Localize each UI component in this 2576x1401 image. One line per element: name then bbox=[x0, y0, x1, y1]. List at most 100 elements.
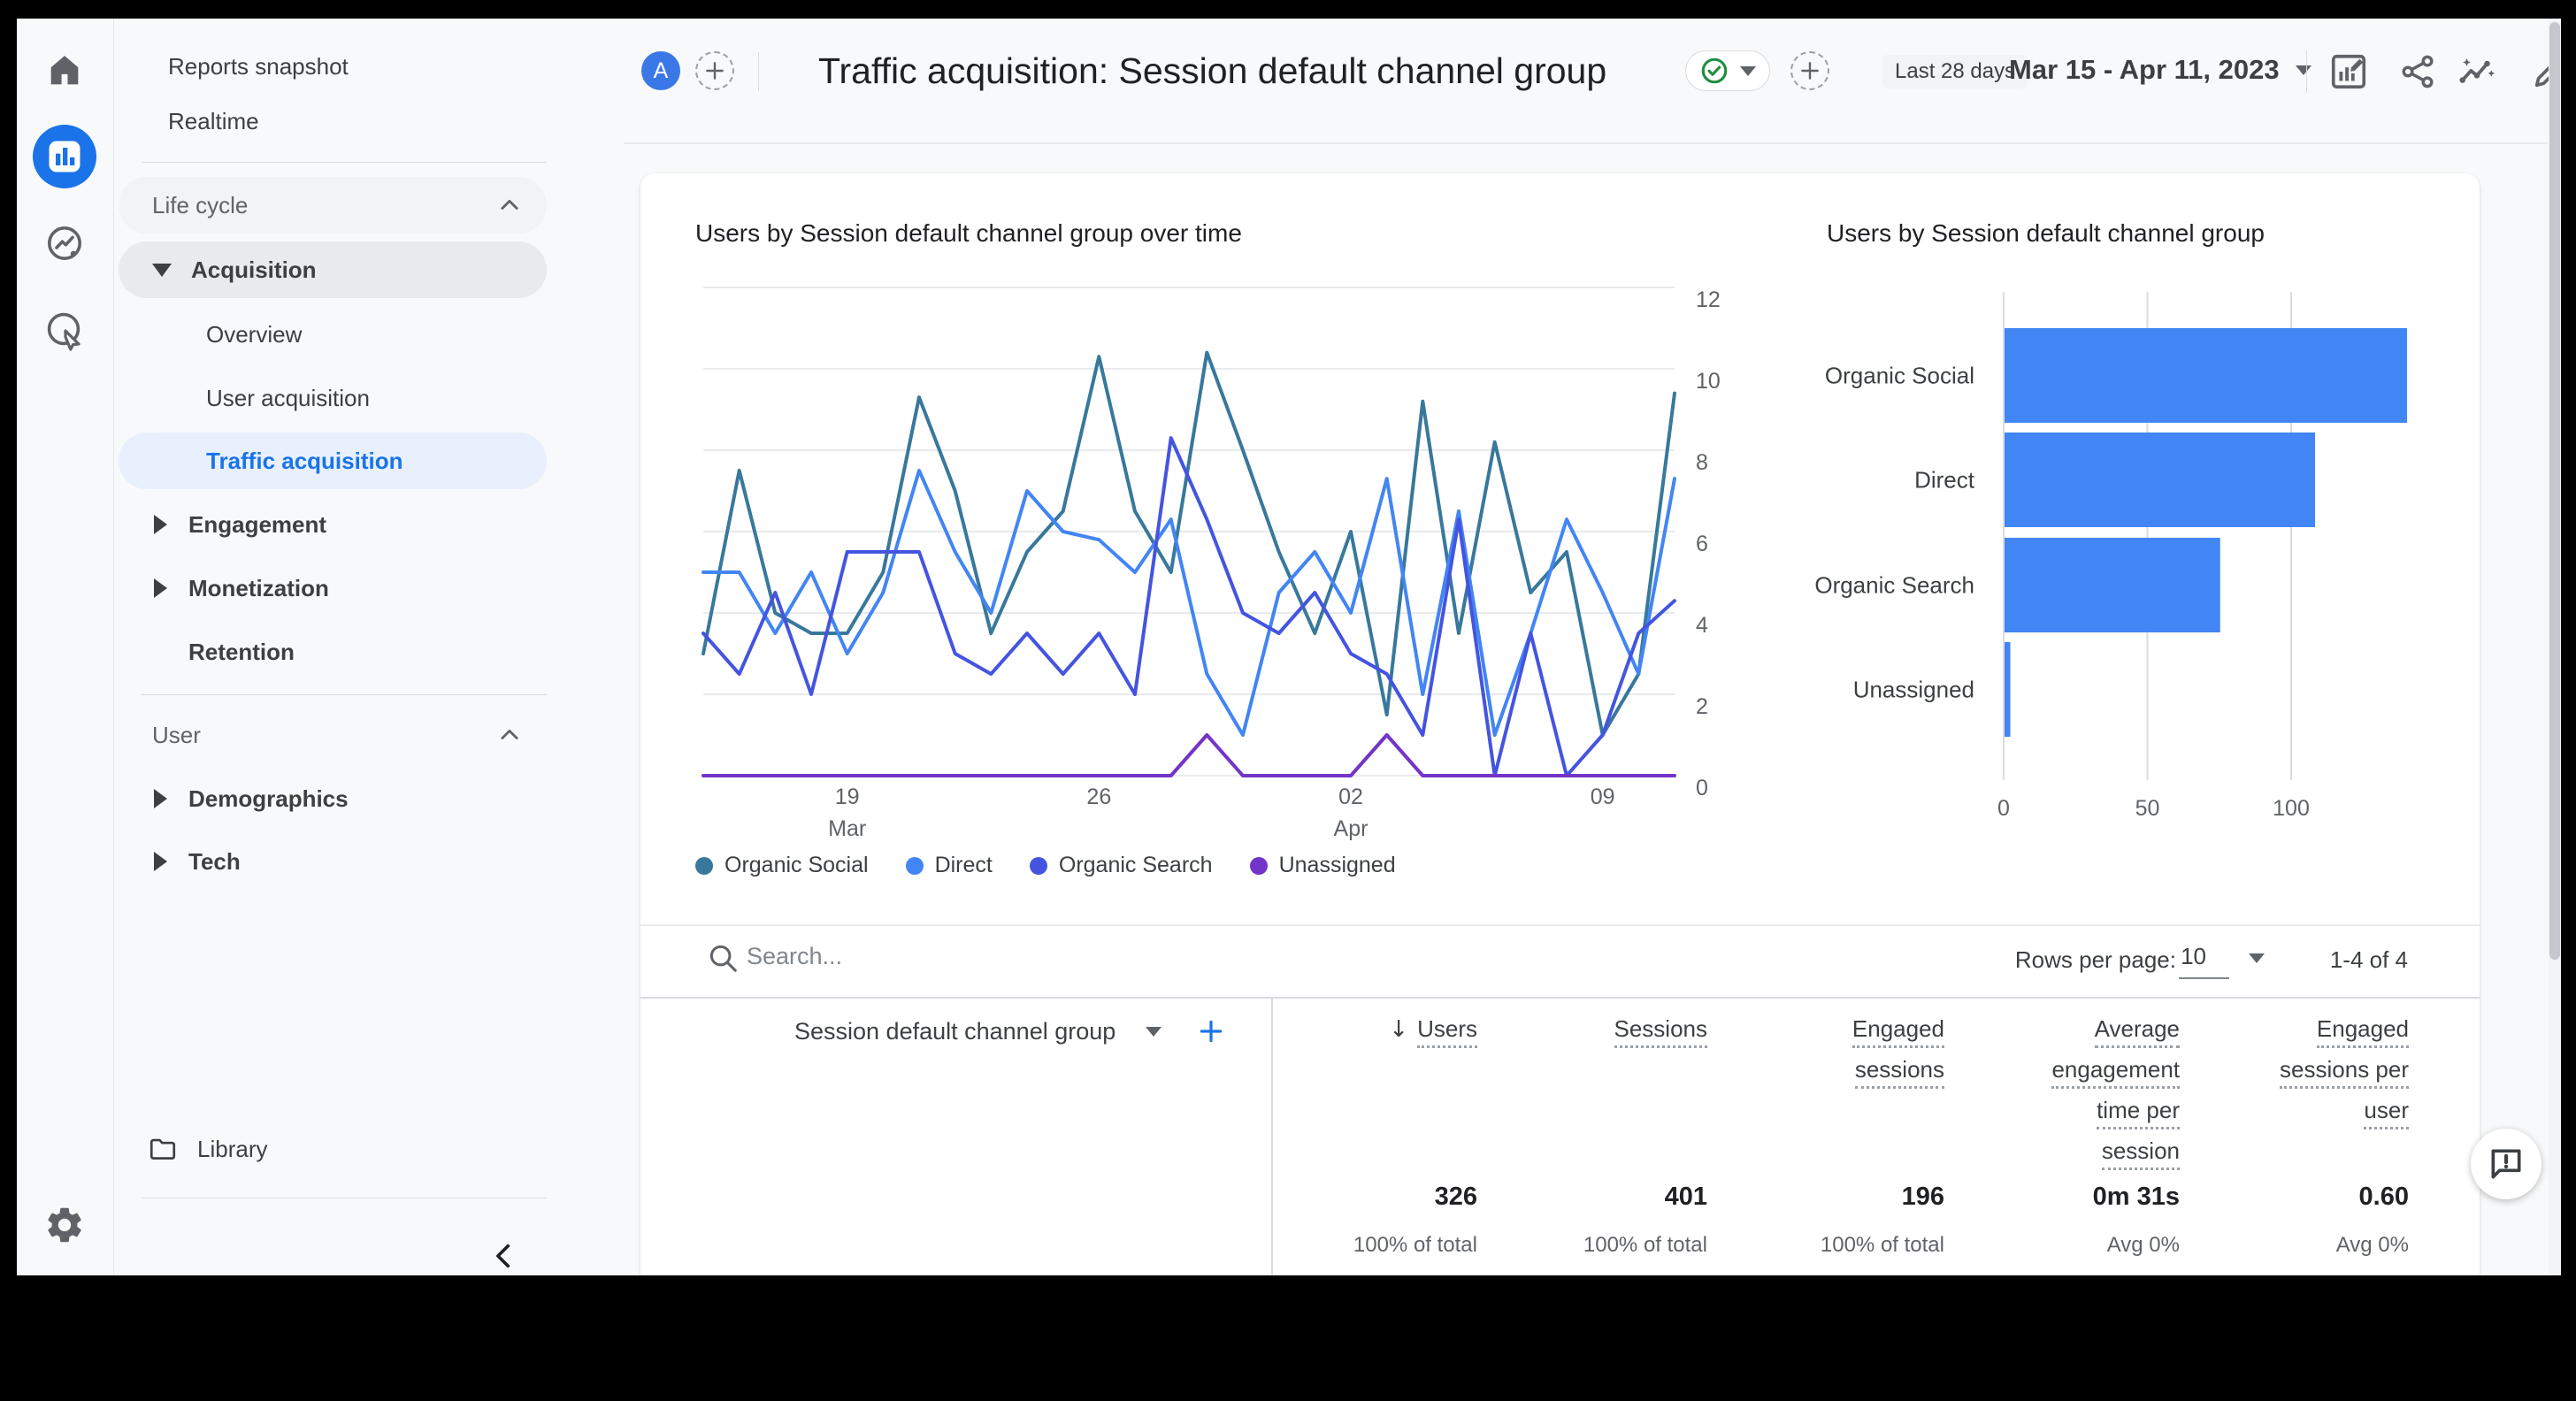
column-header-line: sessions bbox=[1854, 1056, 1944, 1089]
sidebar-item-label: Monetization bbox=[188, 574, 329, 601]
sidebar-item-user-acquisition[interactable]: User acquisition bbox=[119, 370, 547, 426]
search-icon bbox=[709, 945, 737, 972]
line-chart-legend: Organic Social Direct Organic Search Unassi… bbox=[695, 853, 1433, 878]
collapse-sidebar-button[interactable] bbox=[484, 1236, 525, 1275]
share-icon bbox=[2402, 55, 2434, 88]
insights-button[interactable] bbox=[2454, 49, 2500, 95]
column-header-line: Engaged bbox=[2316, 1015, 2409, 1048]
sidebar-item-realtime[interactable]: Realtime bbox=[119, 93, 547, 149]
reports-icon bbox=[49, 141, 80, 172]
totals-value: 0m 31s bbox=[2092, 1183, 2180, 1211]
column-header-line: sessions per bbox=[2280, 1056, 2409, 1089]
add-comparison-button[interactable] bbox=[695, 51, 734, 90]
sidebar-item-monetization[interactable]: Monetization bbox=[119, 560, 547, 616]
plus-icon bbox=[1801, 62, 1819, 80]
date-range-selector[interactable]: Mar 15 - Apr 11, 2023 bbox=[2009, 54, 2312, 86]
column-header-engaged-sessions[interactable]: Engaged sessions bbox=[1714, 1015, 1944, 1097]
sidebar-item-library[interactable]: Library bbox=[119, 1121, 547, 1177]
scrollbar-thumb[interactable] bbox=[2549, 22, 2560, 960]
svg-text:Organic Search: Organic Search bbox=[1814, 572, 1974, 599]
page-title: Traffic acquisition: Session default cha… bbox=[818, 50, 1607, 91]
sidebar-divider bbox=[142, 162, 547, 163]
report-card: Users by Session default channel group o… bbox=[640, 173, 2480, 1275]
chevron-down-icon[interactable] bbox=[2249, 953, 2265, 963]
explore-nav-button[interactable] bbox=[33, 211, 96, 275]
sidebar-section-user[interactable]: User bbox=[119, 707, 547, 763]
svg-text:0: 0 bbox=[1997, 796, 2010, 821]
gear-icon bbox=[48, 1207, 81, 1243]
svg-text:50: 50 bbox=[2135, 796, 2160, 821]
triangle-down-icon bbox=[152, 263, 172, 277]
legend-item: Unassigned bbox=[1249, 853, 1396, 878]
explore-icon bbox=[47, 226, 82, 261]
sidebar-item-reports-snapshot[interactable]: Reports snapshot bbox=[119, 38, 547, 95]
rows-per-page-select[interactable]: 10 bbox=[2179, 943, 2229, 979]
chevron-up-icon[interactable] bbox=[497, 723, 522, 747]
report-status-pill[interactable] bbox=[1685, 50, 1770, 91]
sidebar-item-label: Reports snapshot bbox=[168, 52, 349, 80]
sidebar-item-retention[interactable]: Retention bbox=[119, 624, 547, 680]
rows-per-page-label: Rows per page: bbox=[2014, 946, 2176, 973]
feedback-button[interactable] bbox=[2471, 1129, 2542, 1199]
sidebar-item-label: Engagement bbox=[188, 510, 327, 538]
pagination-status: 1-4 of 4 bbox=[2329, 946, 2408, 973]
svg-text:10: 10 bbox=[1696, 369, 1721, 394]
analytics-app: Reports snapshot Realtime Life cycle Acq… bbox=[17, 19, 2561, 1275]
dimension-header[interactable]: Session default channel group bbox=[794, 1017, 1225, 1045]
svg-text:Organic Social: Organic Social bbox=[1825, 363, 1974, 389]
sidebar-section-life-cycle[interactable]: Life cycle bbox=[119, 177, 547, 234]
totals-value: 401 bbox=[1664, 1183, 1707, 1211]
reports-nav-button[interactable] bbox=[33, 125, 96, 188]
customize-report-button[interactable] bbox=[2326, 49, 2372, 95]
dimension-header-label: Session default channel group bbox=[794, 1017, 1116, 1045]
avatar-initial: A bbox=[653, 57, 669, 83]
triangle-right-icon bbox=[154, 515, 167, 534]
chevron-down-icon[interactable] bbox=[1146, 1026, 1162, 1037]
svg-text:02: 02 bbox=[1338, 785, 1363, 809]
column-header-sessions[interactable]: Sessions bbox=[1477, 1015, 1707, 1056]
sidebar-item-overview[interactable]: Overview bbox=[119, 306, 547, 363]
totals-subtext: 100% of total bbox=[1353, 1233, 1477, 1257]
totals-value: 326 bbox=[1434, 1183, 1477, 1211]
sidebar-item-acquisition[interactable]: Acquisition bbox=[119, 241, 547, 298]
card-divider bbox=[640, 924, 2480, 926]
add-dimension-icon[interactable] bbox=[1197, 1017, 1225, 1045]
legend-dot-icon bbox=[905, 856, 924, 875]
search-input[interactable] bbox=[747, 943, 1277, 970]
sidebar-item-traffic-acquisition[interactable]: Traffic acquisition bbox=[119, 433, 547, 489]
header-divider bbox=[2306, 50, 2307, 93]
sidebar-item-demographics[interactable]: Demographics bbox=[119, 770, 547, 827]
legend-dot-icon bbox=[1029, 856, 1047, 875]
sidebar-item-engagement[interactable]: Engagement bbox=[119, 496, 547, 553]
sidebar-item-label: Traffic acquisition bbox=[206, 447, 403, 474]
column-header-line: engagement bbox=[2051, 1056, 2180, 1089]
date-preset-chip: Last 28 days bbox=[1882, 55, 2028, 88]
sidebar-item-label: Retention bbox=[188, 638, 295, 665]
customize-report-icon bbox=[2331, 54, 2366, 89]
svg-text:2: 2 bbox=[1696, 694, 1708, 719]
column-header-line: time per bbox=[2097, 1097, 2180, 1129]
legend-item: Direct bbox=[905, 853, 993, 878]
rail-divider bbox=[113, 19, 114, 1275]
legend-label: Direct bbox=[934, 853, 993, 877]
advertising-nav-button[interactable] bbox=[33, 298, 96, 362]
totals-value: 0.60 bbox=[2358, 1183, 2409, 1211]
plus-icon bbox=[706, 62, 724, 80]
section-label: Life cycle bbox=[152, 191, 249, 218]
totals-value: 196 bbox=[1901, 1183, 1944, 1211]
share-report-button[interactable] bbox=[2395, 49, 2441, 95]
avatar[interactable]: A bbox=[641, 51, 680, 90]
column-header-line: session bbox=[2101, 1137, 2180, 1170]
sidebar-item-tech[interactable]: Tech bbox=[119, 833, 547, 890]
bar-chart-title: Users by Session default channel group bbox=[1827, 219, 2265, 247]
section-label: User bbox=[152, 721, 201, 748]
column-header-users[interactable]: ↓ Users bbox=[1247, 1015, 1477, 1056]
admin-settings-button[interactable] bbox=[33, 1193, 96, 1257]
column-header-average-engagement-time-per-session[interactable]: Average engagement time per session bbox=[1950, 1015, 2180, 1178]
add-report-element-button[interactable] bbox=[1790, 51, 1829, 90]
home-button[interactable] bbox=[33, 39, 96, 103]
chevron-up-icon[interactable] bbox=[497, 193, 522, 218]
svg-text:4: 4 bbox=[1696, 613, 1708, 638]
svg-text:Direct: Direct bbox=[1914, 467, 1975, 494]
column-header-engaged-sessions-per-user[interactable]: Engaged sessions per user bbox=[2179, 1015, 2409, 1137]
